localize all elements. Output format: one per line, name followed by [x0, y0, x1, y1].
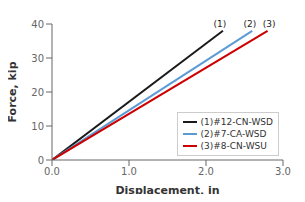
html-text:(2)#7-CA-WSD: (2)#7-CA-WSD — [200, 129, 267, 139]
svg-text:10: 10 — [31, 121, 44, 132]
html-text:(3)#8-CN-WSU: (3)#8-CN-WSU — [200, 141, 267, 151]
svg-text:0: 0 — [38, 155, 44, 166]
svg-text:30: 30 — [31, 53, 44, 64]
svg-text:20: 20 — [31, 87, 44, 98]
svg-text:Displacement, in: Displacement, in — [115, 184, 219, 194]
svg-text:(3): (3) — [263, 19, 276, 29]
svg-text:2.0: 2.0 — [198, 166, 214, 177]
svg-text:1.0: 1.0 — [121, 166, 137, 177]
svg-text:(1): (1) — [213, 19, 226, 29]
svg-text:(2): (2) — [244, 19, 257, 29]
html-text:(1)#12-CN-WSD: (1)#12-CN-WSD — [200, 117, 273, 127]
svg-text:Force, kip: Force, kip — [8, 61, 19, 122]
svg-text:40: 40 — [31, 19, 44, 30]
svg-text:0.0: 0.0 — [44, 166, 60, 177]
svg-text:3.0: 3.0 — [275, 166, 291, 177]
